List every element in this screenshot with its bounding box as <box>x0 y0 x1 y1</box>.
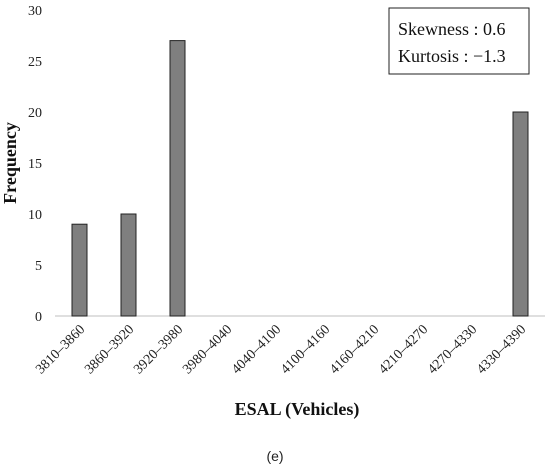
x-tick-label: 4100–4160 <box>278 322 333 377</box>
x-tick-label: 4330–4390 <box>474 322 529 377</box>
y-tick-label: 15 <box>28 157 42 172</box>
y-tick-label: 20 <box>28 106 42 121</box>
y-tick-label: 25 <box>28 55 42 70</box>
x-axis-ticks: 3810–38603860–39203920–39803980–40404040… <box>33 322 529 377</box>
bar <box>512 111 529 317</box>
y-axis-title: Frequency <box>0 122 20 204</box>
x-tick-label: 4160–4210 <box>327 322 382 377</box>
x-tick-label: 3980–4040 <box>180 322 235 377</box>
stats-box-border <box>388 7 530 75</box>
x-tick-label: 4270–4330 <box>425 322 480 377</box>
y-tick-label: 10 <box>28 208 42 223</box>
skewness-annotation: Skewness : 0.6 <box>398 19 506 39</box>
y-tick-label: 0 <box>35 310 42 325</box>
bar <box>120 213 137 317</box>
bar <box>169 40 186 317</box>
x-axis-title: ESAL (Vehicles) <box>235 399 360 420</box>
figure-caption: (e) <box>266 448 283 464</box>
x-tick-label: 3860–3920 <box>82 322 137 377</box>
x-tick-label: 3810–3860 <box>33 322 88 377</box>
x-tick-label: 3920–3980 <box>131 322 186 377</box>
y-axis-ticks: 0 5 10 15 20 25 30 <box>28 4 42 325</box>
kurtosis-annotation: Kurtosis : −1.3 <box>398 46 506 66</box>
x-tick-label: 4040–4100 <box>229 322 284 377</box>
y-tick-label: 30 <box>28 4 42 19</box>
stats-box: Skewness : 0.6 Kurtosis : −1.3 <box>388 7 530 75</box>
bar <box>71 223 88 317</box>
bars <box>71 40 529 317</box>
y-tick-label: 5 <box>35 259 42 274</box>
x-tick-label: 4210–4270 <box>376 322 431 377</box>
